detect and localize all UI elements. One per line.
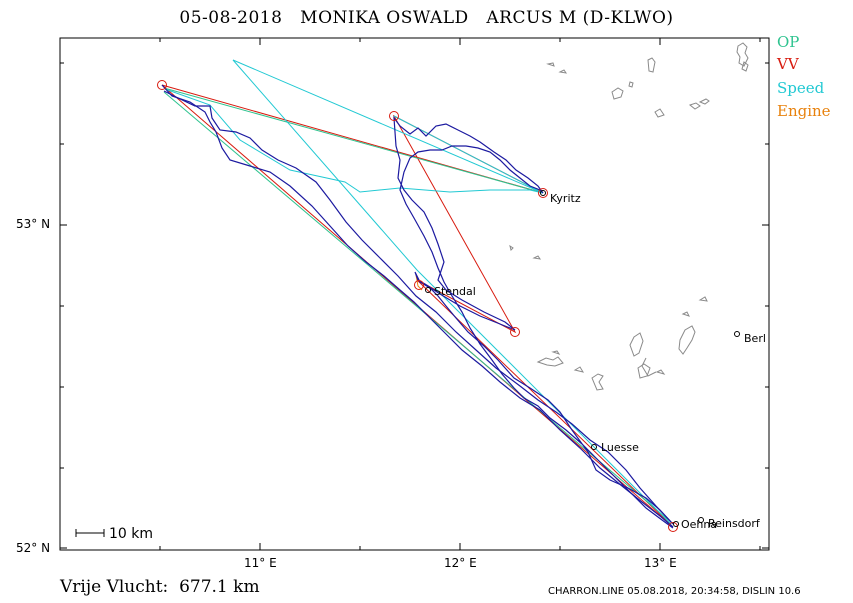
- town-label-luesse: Luesse: [601, 441, 639, 454]
- lon-label-11: 11° E: [244, 556, 277, 570]
- axis-ticks: [60, 38, 769, 550]
- town-label-oehna: Oehna: [681, 518, 718, 531]
- legend-op-label: OP: [777, 33, 800, 51]
- turnpoint-kyritz: [538, 188, 548, 198]
- pilot-name: MONIKA OSWALD: [300, 8, 469, 28]
- free-flight-distance: Vrije Vlucht: 677.1 km: [60, 577, 260, 597]
- town-marker-kyritz: [540, 190, 546, 196]
- town-label-stendal: Stendal: [434, 285, 476, 298]
- flight-track: [161, 84, 674, 529]
- legend-vv: VV: [777, 55, 799, 73]
- speed-trace: [164, 88, 544, 194]
- engine-trace: [415, 274, 423, 291]
- turnpoint-north: [389, 111, 399, 121]
- task-lines: [161, 59, 674, 528]
- turnpoint-east: [510, 327, 520, 337]
- turnpoints: [157, 80, 678, 532]
- map-frame: [59, 37, 770, 551]
- legend-op: OP: [777, 33, 799, 51]
- town-label-kyritz: Kyritz: [550, 192, 581, 205]
- lakes-outline: [509, 42, 749, 391]
- town-marker-stendal: [425, 287, 431, 293]
- speed-line-1: [232, 59, 544, 194]
- legend-speed: Speed: [777, 79, 824, 97]
- track-mid: [393, 116, 674, 529]
- legend-engine: Engine: [777, 102, 831, 120]
- speed-line-2: [232, 59, 672, 525]
- town-marker-berl: [734, 331, 740, 337]
- lon-label-12: 12° E: [444, 556, 477, 570]
- track-return: [163, 90, 672, 523]
- flight-date: 05-08-2018: [179, 8, 283, 28]
- scale-bar-label: 10 km: [109, 526, 154, 542]
- lat-label-52: 52° N: [16, 541, 51, 555]
- town-label-berl: Berl: [744, 332, 766, 345]
- turnpoint-west: [157, 80, 167, 90]
- scale-bar: [75, 529, 105, 537]
- town-marker-luesse: [591, 444, 597, 450]
- legend-vv-label: VV: [777, 55, 799, 73]
- town-markers: [425, 190, 740, 527]
- town-label-reinsdorf: Reinsdorf: [708, 517, 760, 530]
- aircraft-name: ARCUS M (D-KLWO): [486, 8, 674, 28]
- footer-credits: CHARRON.LINE 05.08.2018, 20:34:58, DISLI…: [548, 586, 801, 597]
- lon-label-13: 13° E: [644, 556, 677, 570]
- track-outbound: [161, 84, 674, 528]
- turnpoint-stendal: [414, 280, 424, 290]
- op-line-1: [163, 87, 544, 194]
- town-marker-reinsdorf: [698, 517, 704, 523]
- lat-label-53: 53° N: [16, 217, 51, 231]
- turnpoint-oehna: [668, 522, 678, 532]
- map-title: 05-08-2018 MONIKA OSWALD ARCUS M (D-KLWO…: [0, 8, 853, 28]
- legend-speed-label: Speed: [777, 79, 825, 97]
- town-marker-oehna: [673, 521, 679, 527]
- legend-engine-label: Engine: [777, 102, 831, 120]
